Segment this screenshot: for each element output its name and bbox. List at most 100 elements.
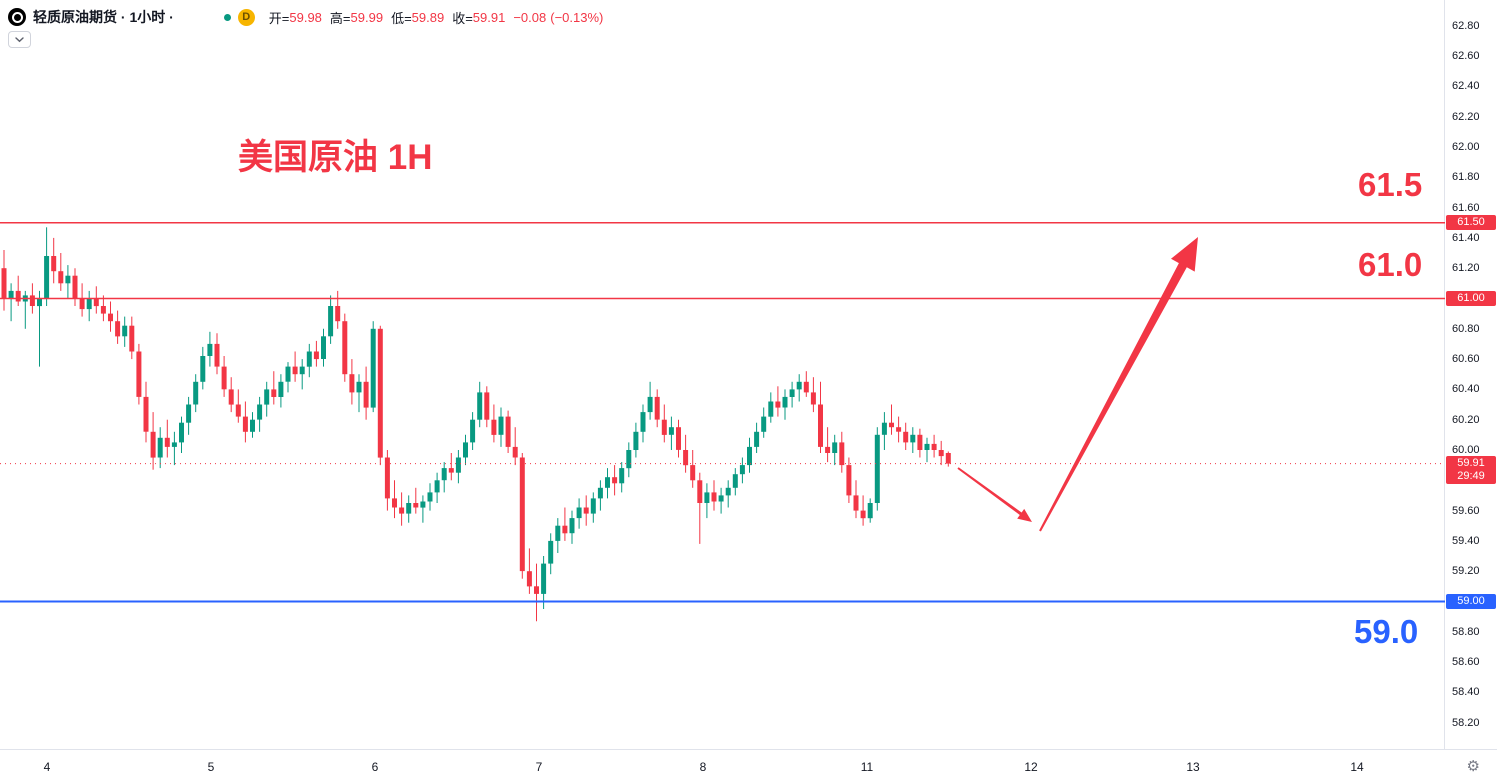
candle [108,301,113,332]
time-axis[interactable]: ⚙ 4 5 6 7 8 11 12 13 14 [0,750,1497,782]
time-axis-label: 4 [43,760,51,774]
candle [541,556,547,609]
up-arrow-annotation[interactable] [1039,237,1198,532]
candle [867,498,873,523]
candle [455,450,461,484]
candle [143,381,149,443]
candle [754,422,760,453]
time-axis-label: 8 [699,760,707,774]
candle [79,283,85,317]
price-tick-label: 61.40 [1452,231,1480,244]
candle [171,431,177,466]
candle [647,381,653,420]
price-tick-label: 62.60 [1452,50,1480,63]
candle [583,495,589,526]
annotation-chart-title[interactable]: 美国原油 1H [238,138,433,177]
candle [335,290,341,329]
candle [853,480,859,519]
legend-collapse-button[interactable] [8,31,31,48]
candle [235,389,241,423]
price-label-61-50: 61.50 [1446,215,1496,231]
ohlc-legend: 开= 59.98 高= 59.99 低= 59.89 收= 59.91 −0.08 (−… [269,8,604,27]
candle [498,407,504,447]
candle [179,416,184,453]
candle [427,483,433,511]
candle [512,427,518,466]
candle [384,450,390,511]
price-tick-label: 60.60 [1452,353,1480,366]
settings-gear-icon[interactable]: ⚙ [1466,758,1480,775]
symbol-title[interactable]: 轻质原油期货 · 1小时 · [33,9,174,25]
candle [889,404,894,435]
candle [654,389,660,428]
candle [881,412,887,450]
price-axis[interactable]: 62.80 62.60 62.40 62.20 62.00 61.80 61.60 61.40… [1445,0,1497,750]
open-label: 开= [268,10,290,26]
candle [150,412,156,470]
time-axis-label: 5 [207,760,215,774]
price-tick-label: 61.80 [1452,171,1480,184]
symbol-legend[interactable]: 轻质原油期货 · 1小时 · D 开= 59.98 高= 59.99 低= 59.89… [8,7,603,27]
candle [250,412,255,438]
candle [448,453,454,481]
time-axis-label: 12 [1024,760,1038,774]
candle [356,374,362,413]
candle [463,434,468,466]
candle [164,419,170,458]
candle [718,487,724,514]
candle [576,498,582,529]
candle [292,351,298,382]
candle [122,316,128,347]
price-tick-label: 58.60 [1452,656,1480,669]
price-tick-label: 60.00 [1452,444,1480,456]
candle [129,316,135,360]
price-tick-label: 59.60 [1452,504,1480,517]
candle [65,265,71,299]
candle [945,451,951,467]
candle [931,434,937,458]
candle [612,465,618,496]
candle [491,404,497,443]
candle [228,377,234,413]
price-tick-label: 59.40 [1452,534,1480,547]
candle [242,401,248,443]
candle [789,381,795,408]
down-arrow-annotation[interactable] [957,467,1032,522]
candle [51,237,57,284]
candle [58,253,64,291]
candle [115,310,121,344]
candle [768,392,774,423]
candle [697,472,703,544]
chart-canvas[interactable]: 轻质原油期货 · 1小时 · D 开= 59.98 高= 59.99 低= 59.89… [0,0,1445,750]
candle [761,407,767,438]
candle [44,227,50,306]
price-tick-label: 62.00 [1452,141,1480,153]
candle [917,428,923,458]
annotation-level-61-5[interactable]: 61.5 [1358,166,1423,203]
candle [732,468,738,496]
candle [363,366,369,420]
annotation-level-59-0[interactable]: 59.0 [1354,613,1419,650]
candle [590,492,596,523]
candle [200,346,206,390]
candle [136,343,142,405]
candle [392,480,397,519]
candle [903,422,909,450]
candle [874,427,880,511]
resolution-badge[interactable]: D [237,8,255,26]
high-value: 59.99 [350,9,384,25]
time-axis-label: 13 [1186,760,1200,774]
candle [519,453,525,579]
candle [377,325,383,466]
candle [413,487,419,514]
candle [569,510,575,544]
change-value: −0.08 [513,9,547,25]
annotation-level-61-0[interactable]: 61.0 [1358,246,1423,283]
candle [626,442,632,478]
candle [633,422,639,458]
candle [860,495,866,526]
candle [555,518,561,553]
candle [668,416,674,450]
candle [299,359,305,390]
